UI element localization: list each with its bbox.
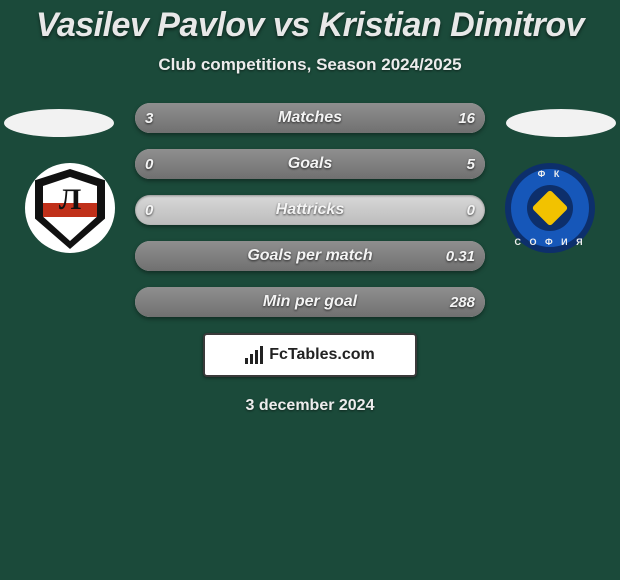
crest-right-arc-top: Ф К [505,169,595,179]
chart-bars-icon [245,346,263,364]
stat-row: 288Min per goal [135,287,485,317]
stat-fill-left [135,103,190,133]
brand-attribution: FcTables.com [203,333,417,377]
stat-value-right: 5 [467,149,475,179]
crest-left-letter: Л [25,183,115,217]
stat-row: 05Goals [135,149,485,179]
stat-value-left: 0 [145,195,153,225]
club-crest-left: Л [25,163,115,253]
comparison-subtitle: Club competitions, Season 2024/2025 [0,55,620,75]
comparison-arena: Л Ф К С О Ф И Я 316Matches05Goals00Hattr… [0,103,620,317]
stat-fill-right [135,149,485,179]
comparison-title: Vasilev Pavlov vs Kristian Dimitrov [0,0,620,45]
brand-prefix: Fc [269,346,288,363]
stat-value-left: 3 [145,103,153,133]
stat-fill-right [190,103,485,133]
player-avatar-left [4,109,114,137]
crest-right-arc-bottom: С О Ф И Я [505,237,595,247]
stat-value-left: 0 [145,149,153,179]
player-avatar-right [506,109,616,137]
stat-row: 0.31Goals per match [135,241,485,271]
stat-value-right: 16 [458,103,475,133]
stat-fill-right [135,241,485,271]
stat-value-right: 0 [467,195,475,225]
stat-value-right: 288 [450,287,475,317]
stat-bars: 316Matches05Goals00Hattricks0.31Goals pe… [135,103,485,317]
comparison-date: 3 december 2024 [0,397,620,415]
stat-row: 316Matches [135,103,485,133]
stat-value-right: 0.31 [446,241,475,271]
club-crest-right: Ф К С О Ф И Я [505,163,595,253]
brand-suffix: Tables.com [288,346,375,363]
stat-label: Hattricks [135,195,485,225]
stat-row: 0 0Hattricks [135,195,485,225]
stat-fill-right [135,287,485,317]
